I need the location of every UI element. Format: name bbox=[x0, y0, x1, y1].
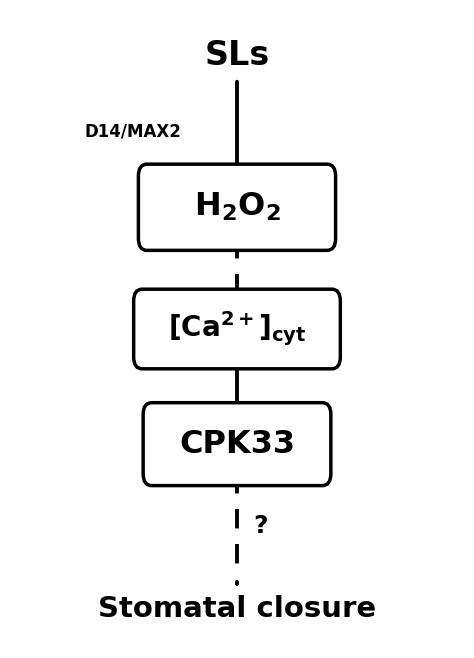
Text: ?: ? bbox=[254, 515, 268, 538]
FancyBboxPatch shape bbox=[138, 164, 336, 250]
Text: $\bf{[Ca^{2+}]_{cyt}}$: $\bf{[Ca^{2+}]_{cyt}}$ bbox=[168, 310, 306, 348]
FancyBboxPatch shape bbox=[134, 290, 340, 368]
Text: Stomatal closure: Stomatal closure bbox=[98, 595, 376, 622]
Text: D14/MAX2: D14/MAX2 bbox=[84, 122, 181, 141]
Text: SLs: SLs bbox=[204, 39, 270, 72]
Text: CPK33: CPK33 bbox=[179, 428, 295, 460]
FancyBboxPatch shape bbox=[143, 403, 331, 486]
Text: $\bf{H_2O_2}$: $\bf{H_2O_2}$ bbox=[194, 191, 280, 224]
